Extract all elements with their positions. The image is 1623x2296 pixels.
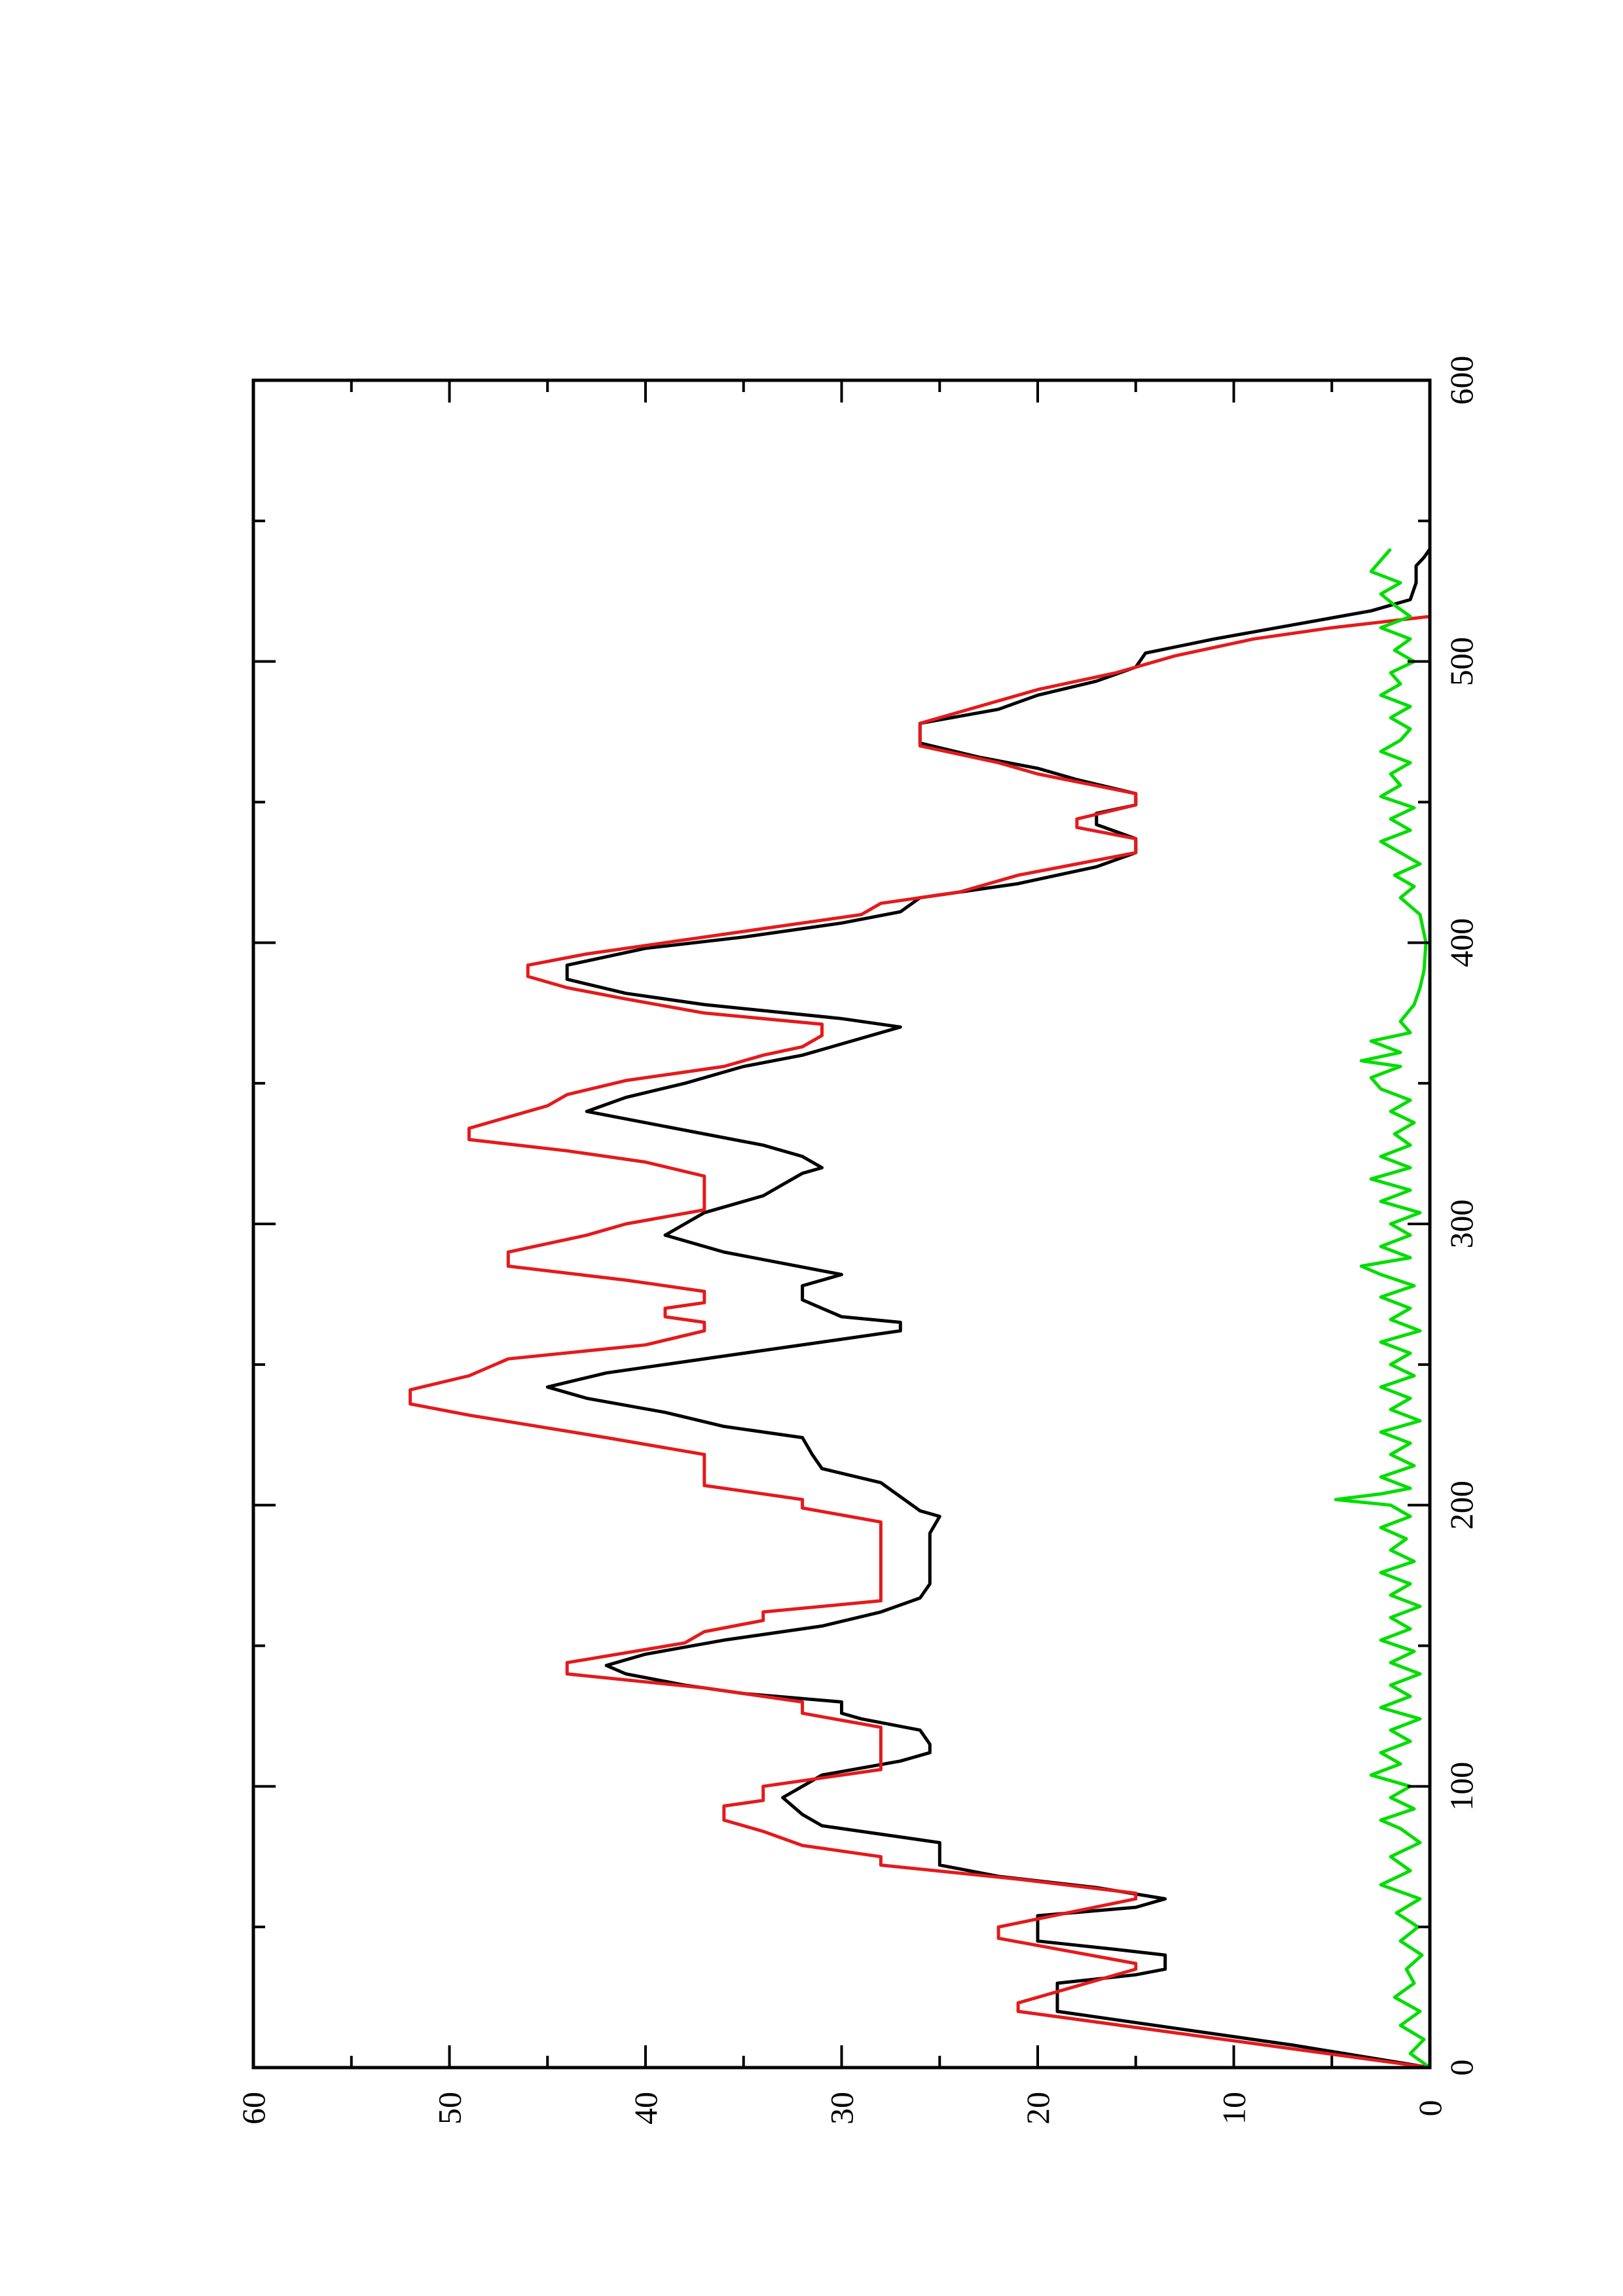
y-tick-label-50: 50: [431, 2092, 468, 2125]
series-line-3: [1334, 548, 1431, 2070]
y-tick-label-40: 40: [627, 2092, 664, 2125]
ticks-layer: [252, 379, 1431, 2069]
x-tick-label-100: 100: [1443, 1762, 1480, 1811]
series-line-2: [409, 548, 1432, 2070]
y-tick-label-60: 60: [235, 2092, 272, 2125]
y-tick-label-10: 10: [1216, 2092, 1252, 2125]
x-tick-label-600: 600: [1443, 356, 1480, 405]
x-tick-label-0: 0: [1443, 2060, 1480, 2076]
y-tick-label-0: 0: [1412, 2100, 1448, 2117]
series-layer: [409, 548, 1432, 2070]
x-tick-label-500: 500: [1443, 637, 1480, 686]
x-tick-label-200: 200: [1443, 1480, 1480, 1530]
x-tick-label-400: 400: [1443, 918, 1480, 967]
labels-layer: 0 100 200 300 400 500 600 0 10 20 30 40 50 60: [235, 356, 1480, 2125]
y-tick-label-30: 30: [824, 2092, 860, 2125]
x-tick-label-300: 300: [1443, 1200, 1480, 1249]
y-tick-label-20: 20: [1019, 2092, 1056, 2125]
